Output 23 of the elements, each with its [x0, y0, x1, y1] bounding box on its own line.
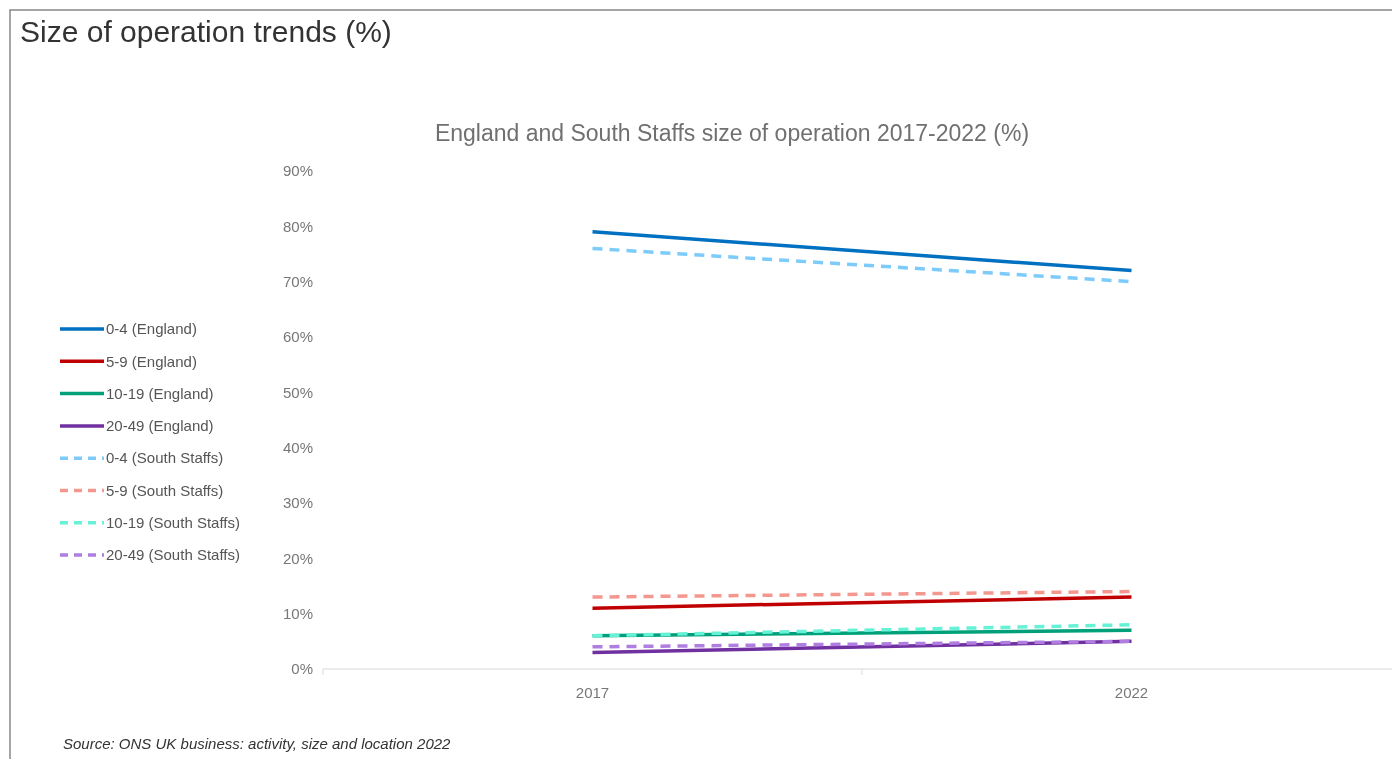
- y-tick-label: 90%: [282, 162, 313, 180]
- legend-label: 5-9 (England): [106, 352, 197, 370]
- legend-label: 20-49 (England): [106, 417, 214, 435]
- x-tick-label: 2017: [575, 684, 610, 701]
- y-tick-label: 60%: [282, 328, 313, 346]
- source-note: Source: ONS UK business: activity, size and location 2022: [63, 735, 452, 752]
- y-tick-label: 0%: [291, 660, 313, 678]
- legend-label: 5-9 (South Staffs): [106, 481, 224, 499]
- x-tick-label: 2022: [1114, 684, 1149, 701]
- y-tick-label: 20%: [282, 549, 313, 567]
- chart-subtitle: England and South Staffs size of operation 2017-2022 (%): [434, 120, 1030, 146]
- y-tick-label: 50%: [282, 383, 313, 401]
- y-tick-label: 30%: [282, 494, 313, 512]
- y-tick-label: 80%: [282, 217, 313, 235]
- legend-label: 20-49 (South Staffs): [106, 546, 240, 564]
- legend-label: 0-4 (South Staffs): [106, 449, 224, 467]
- y-tick-label: 40%: [282, 438, 313, 456]
- legend-label: 10-19 (South Staffs): [106, 514, 240, 532]
- y-tick-label: 10%: [282, 604, 313, 622]
- chart-title: Size of operation trends (%): [20, 15, 392, 48]
- y-tick-label: 70%: [282, 272, 313, 290]
- legend-label: 0-4 (England): [106, 320, 197, 338]
- legend-label: 10-19 (England): [106, 384, 214, 402]
